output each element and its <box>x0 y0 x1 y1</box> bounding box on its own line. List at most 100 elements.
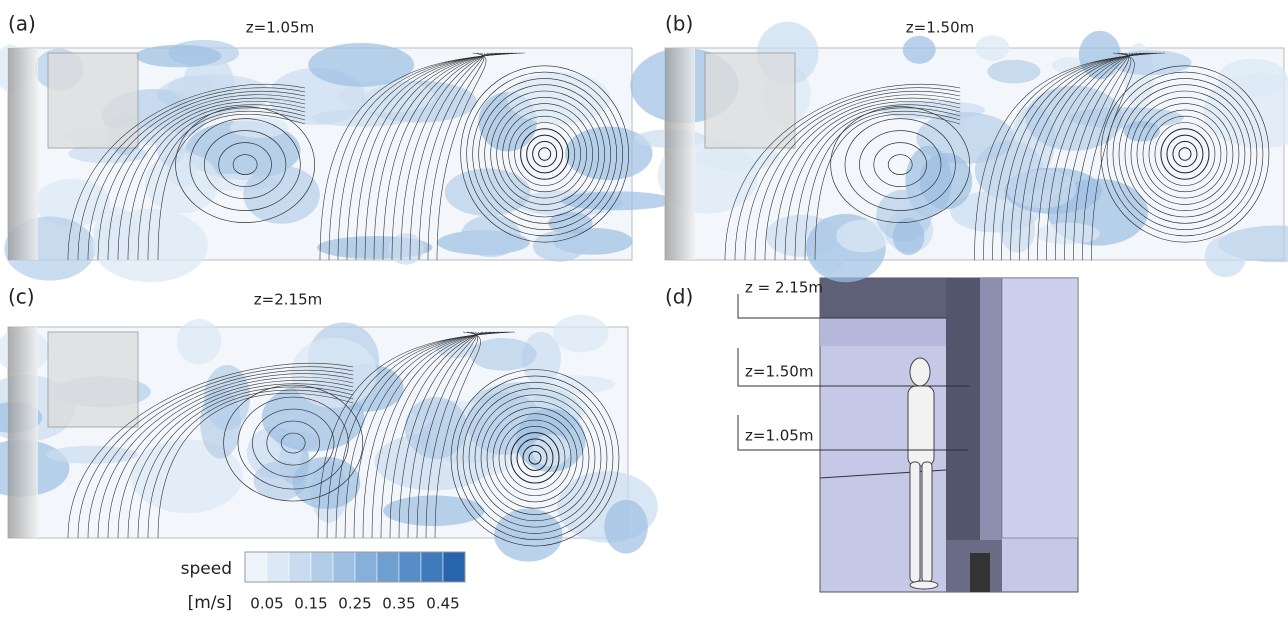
streamline <box>203 130 287 199</box>
colorbar-cell <box>310 551 334 583</box>
streamline <box>450 369 620 547</box>
speed-region <box>204 365 251 431</box>
streamline <box>1172 140 1198 168</box>
equipment <box>704 52 796 149</box>
streamline <box>218 142 272 187</box>
streamline <box>754 94 961 261</box>
colorbar-title: speed <box>181 559 232 579</box>
streamline <box>472 78 617 230</box>
streamline <box>434 331 481 539</box>
streamline <box>1160 128 1210 180</box>
speed-region <box>1035 222 1100 245</box>
streamline <box>830 106 971 223</box>
speed-region <box>1110 50 1192 76</box>
colorbar-tick-label: 0.15 <box>294 595 327 613</box>
streamline <box>814 113 961 261</box>
speed-region <box>444 168 531 217</box>
streamline <box>1064 52 1129 261</box>
speed-region <box>892 217 925 256</box>
speed-region <box>135 44 222 68</box>
streamline <box>784 104 961 261</box>
speed-region <box>230 116 289 138</box>
streamline <box>504 426 566 490</box>
streamline <box>147 110 306 261</box>
streamline <box>1091 52 1135 261</box>
streamline <box>266 420 320 466</box>
streamline <box>520 128 570 180</box>
streamline <box>490 97 599 212</box>
colorbar-cell <box>332 551 356 583</box>
streamline <box>744 90 961 261</box>
streamline <box>462 381 608 534</box>
speed-region <box>176 319 222 365</box>
panel-label: (d) <box>665 285 693 309</box>
speed-region <box>92 208 208 283</box>
streamline <box>97 94 306 261</box>
streamline <box>859 130 942 199</box>
streamline <box>486 407 584 509</box>
streamline <box>844 118 956 211</box>
streamline <box>496 103 593 205</box>
streamline <box>280 432 306 454</box>
streamline <box>97 373 354 539</box>
streamline <box>1118 84 1252 224</box>
colorbar-tick-label: 0.05 <box>250 595 283 613</box>
level-label: z=1.50m <box>745 363 813 381</box>
streamline <box>498 419 572 496</box>
streamline <box>480 400 590 515</box>
streamline <box>1178 147 1192 161</box>
colorbar-cell <box>420 551 444 583</box>
speed-region <box>243 165 320 224</box>
colorbar-tick-label: 0.45 <box>426 595 459 613</box>
streamline <box>514 122 575 186</box>
speed-region <box>548 212 593 235</box>
speed-region <box>529 375 616 394</box>
wall <box>8 48 38 260</box>
speed-region <box>494 508 563 562</box>
panel-label: (a) <box>8 12 36 36</box>
streamline <box>117 101 306 261</box>
speed-region <box>144 152 220 214</box>
streamline <box>468 388 602 528</box>
speed-region <box>521 331 561 386</box>
streamline <box>522 444 548 471</box>
streamline <box>157 113 306 261</box>
streamline <box>107 376 354 539</box>
streamline <box>436 52 487 261</box>
streamline <box>137 386 354 539</box>
wall <box>665 48 695 260</box>
streamline <box>1148 115 1222 193</box>
streamline <box>147 389 354 539</box>
streamline <box>189 118 301 211</box>
streamline <box>774 101 961 261</box>
speed-region <box>388 233 424 265</box>
flow-field <box>630 21 1288 283</box>
colorbar-tick-label: 0.35 <box>382 595 415 613</box>
streamline <box>77 87 306 261</box>
streamline <box>516 438 554 478</box>
speed-region <box>975 35 1010 61</box>
streamline <box>526 134 564 174</box>
streamline <box>887 154 913 175</box>
streamline <box>502 109 587 199</box>
panel-label: (b) <box>665 12 693 36</box>
streamline <box>87 90 306 261</box>
streamline <box>532 140 558 168</box>
streamline <box>232 154 258 175</box>
streamline <box>528 451 542 465</box>
colorbar-cell <box>398 551 422 583</box>
speed-region <box>1025 85 1123 151</box>
streamline <box>1100 65 1270 243</box>
speed-region <box>532 230 586 262</box>
colorbar-tick-label: 0.25 <box>338 595 371 613</box>
streamline <box>67 84 306 261</box>
streamline <box>478 84 611 224</box>
speed-region <box>1007 170 1077 209</box>
colorbar-frame <box>244 551 466 583</box>
streamline <box>252 408 335 478</box>
streamline <box>87 369 354 539</box>
streamline <box>484 90 605 218</box>
colorbar-cell <box>442 551 466 583</box>
streamline <box>107 97 306 261</box>
speed-region <box>553 314 609 353</box>
